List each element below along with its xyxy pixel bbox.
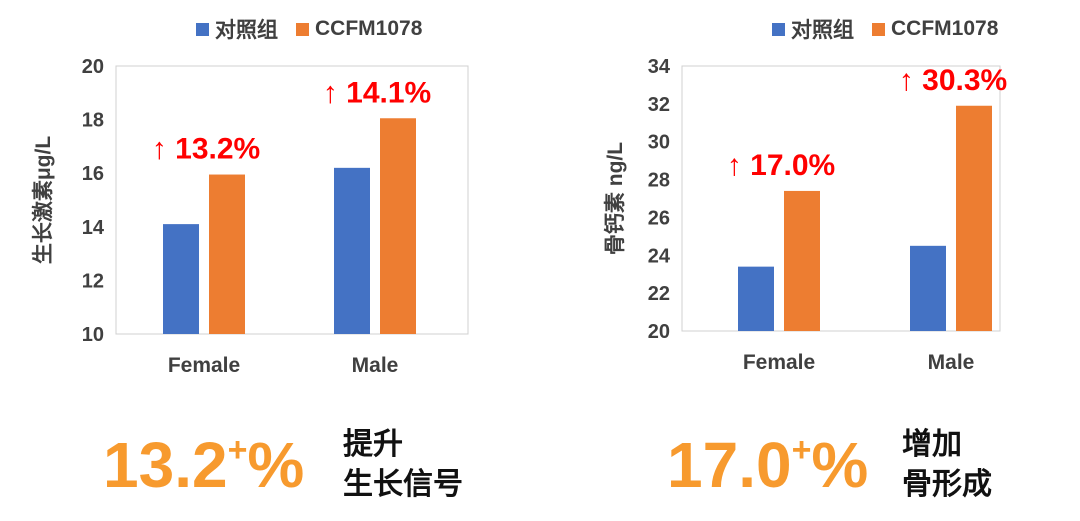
x-category-label: Male: [352, 354, 399, 377]
legend-item-control: 对照组: [772, 14, 854, 44]
x-category-label: Female: [743, 351, 815, 374]
y-tick-label: 26: [648, 207, 670, 229]
summary-caption-bone: 增加 骨形成: [902, 425, 992, 505]
summary-stat-plus: +: [791, 431, 812, 469]
summary-stat-bone: 17.0+%: [667, 418, 868, 497]
y-tick-label: 22: [648, 283, 670, 305]
summary-caption-line1: 提升: [343, 428, 403, 461]
y-tick-label: 24: [648, 245, 671, 267]
plot-area: [681, 65, 1001, 332]
x-category-label: Female: [168, 354, 240, 377]
chart-panel-growth-hormone: 对照组 CCFM1078 10 12 14 16 18 20 生长激素μg/L Female ↑…: [31, 14, 469, 505]
bar-control: [738, 266, 774, 331]
summary-stat-value: 17.0: [667, 429, 792, 501]
growth-hormone-bar-chart: 10 12 14 16 18 20 生长激素μg/L Female ↑ 13.2% Male ↑ 1…: [31, 56, 469, 377]
y-tick-label: 20: [648, 321, 670, 343]
summary-stat-value: 13.2: [103, 429, 228, 501]
summary-stat-unit: %: [247, 429, 305, 501]
summary-caption-line1: 增加: [902, 428, 962, 461]
increase-annotation: ↑ 14.1%: [323, 76, 431, 109]
plot-area: [115, 65, 469, 335]
y-axis-label: 生长激素μg/L: [31, 136, 55, 265]
y-tick-label: 18: [82, 110, 104, 132]
y-tick-label: 12: [82, 270, 104, 292]
increase-annotation: ↑ 13.2%: [152, 133, 260, 166]
summary-caption-growth: 提升 生长信号: [343, 425, 463, 505]
y-tick-label: 16: [82, 163, 104, 185]
y-tick-label: 34: [648, 56, 671, 78]
y-tick-label: 32: [648, 94, 670, 116]
legend-item-treatment: CCFM1078: [296, 17, 422, 41]
y-tick-label: 14: [82, 217, 105, 239]
legend-label-control: 对照组: [791, 19, 854, 42]
bar-control: [163, 224, 199, 334]
legend-swatch-control: [772, 22, 785, 36]
summary-caption-line2: 骨形成: [902, 468, 992, 501]
bar-ccfm1078: [956, 105, 992, 331]
bar-ccfm1078: [784, 190, 820, 331]
bar-ccfm1078: [380, 118, 416, 334]
y-tick-label: 30: [648, 132, 670, 154]
increase-annotation: ↑ 17.0%: [727, 149, 835, 182]
bar-ccfm1078: [209, 174, 245, 334]
legend-item-treatment: CCFM1078: [872, 17, 998, 41]
osteocalcin-bar-chart: 20 22 24 26 28 30 32 34 骨钙素 ng/L Female ↑ 17.0% Mal…: [603, 56, 1007, 374]
summary-stat-growth: 13.2+%: [103, 418, 304, 497]
legend-label-treatment: CCFM1078: [315, 17, 423, 40]
bar-control: [334, 167, 370, 334]
legend-swatch-treatment: [872, 22, 885, 36]
summary-stat-plus: +: [227, 431, 248, 469]
x-category-label: Male: [928, 351, 975, 374]
summary-caption-line2: 生长信号: [343, 468, 463, 501]
bar-control: [910, 245, 946, 331]
legend-label-control: 对照组: [215, 19, 278, 42]
legend-swatch-treatment: [296, 22, 309, 36]
y-tick-label: 28: [648, 170, 670, 192]
chart-panel-osteocalcin: 对照组 CCFM1078 20 22 24 26 28 30 32 34 骨钙素 ng/L Fem…: [540, 0, 1080, 521]
chart-legend: 对照组 CCFM1078: [772, 14, 1016, 44]
legend-item-control: 对照组: [196, 14, 278, 44]
increase-annotation: ↑ 30.3%: [899, 64, 1007, 97]
y-tick-label: 20: [82, 56, 104, 78]
y-tick-label: 10: [82, 324, 104, 346]
legend-swatch-control: [196, 22, 209, 36]
y-axis-label: 骨钙素 ng/L: [603, 142, 627, 255]
summary-stat-unit: %: [811, 429, 869, 501]
chart-legend: 对照组 CCFM1078: [196, 14, 440, 44]
legend-label-treatment: CCFM1078: [891, 17, 999, 40]
